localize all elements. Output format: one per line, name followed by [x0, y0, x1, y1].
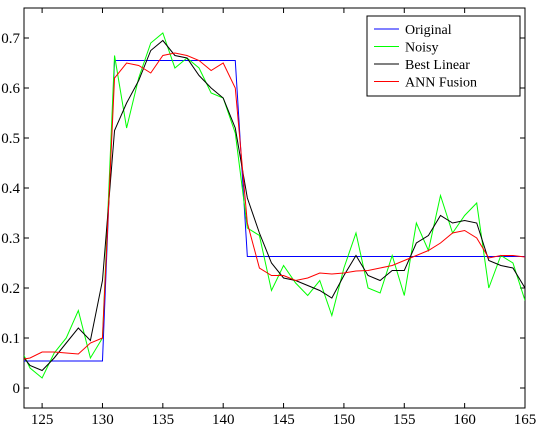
y-tick-label: 0.2: [1, 281, 20, 297]
x-tick-label: 135: [152, 412, 175, 428]
y-tick-label: 0.5: [1, 131, 20, 147]
y-tick-label: 0.3: [1, 231, 20, 247]
y-tick-label: 0.6: [1, 81, 20, 97]
x-tick-label: 165: [514, 412, 537, 428]
x-tick-label: 145: [272, 412, 295, 428]
legend-label-noisy: Noisy: [405, 41, 438, 56]
legend-label-ann-fusion: ANN Fusion: [405, 76, 477, 91]
series-line-best-linear: [24, 39, 525, 372]
legend-label-best-linear: Best Linear: [405, 58, 470, 73]
legend-label-original: Original: [405, 23, 452, 38]
x-tick-label: 140: [212, 412, 235, 428]
x-tick-label: 155: [393, 412, 416, 428]
series-line-ann-fusion: [24, 52, 525, 360]
x-tick-label: 125: [31, 412, 54, 428]
y-tick-label: 0: [13, 381, 21, 397]
legend: Original Noisy Best Linear ANN Fusion: [366, 15, 521, 97]
y-tick-label: 0.1: [1, 331, 20, 347]
series-line-original: [24, 60, 525, 362]
y-tick-label: 0.4: [1, 181, 20, 197]
x-tick-label: 130: [91, 412, 114, 428]
y-tick-label: 0.7: [1, 31, 20, 47]
x-tick-label: 160: [453, 412, 476, 428]
x-tick-label: 150: [333, 412, 356, 428]
